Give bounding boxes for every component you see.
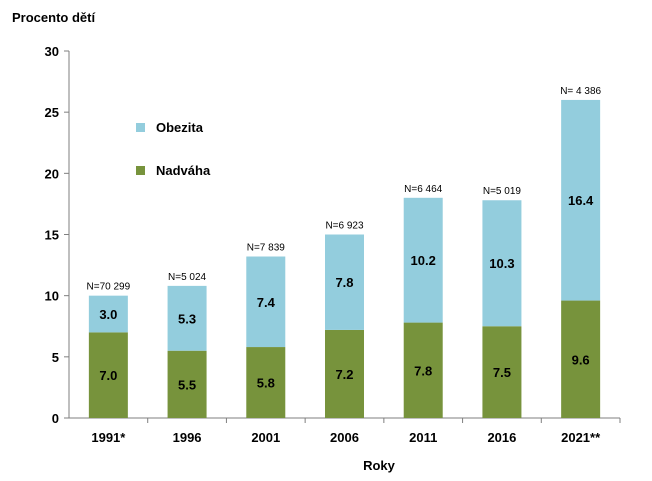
sample-size-label: N=5 019 <box>483 186 522 197</box>
data-label: 7.5 <box>493 365 511 380</box>
y-tick-label: 15 <box>45 228 59 243</box>
legend-label-nadvaha: Nadváha <box>156 163 211 178</box>
bar-nadvaha <box>482 326 522 418</box>
bar-nadvaha <box>88 332 128 418</box>
bar-nadvaha <box>403 322 443 418</box>
sample-size-label: N=5 024 <box>168 272 207 283</box>
x-tick-label: 1991* <box>91 430 126 445</box>
legend-swatch-obezita <box>136 123 145 132</box>
bar-nadvaha <box>167 350 207 418</box>
bar-obezita <box>246 256 286 348</box>
x-tick-label: 1996 <box>173 430 202 445</box>
x-tick-label: 2016 <box>487 430 516 445</box>
data-label: 3.0 <box>99 307 117 322</box>
y-tick-label: 10 <box>45 289 59 304</box>
y-tick-label: 30 <box>45 44 59 59</box>
bar-obezita <box>482 200 522 327</box>
x-tick-label: 2006 <box>330 430 359 445</box>
bar-nadvaha <box>325 329 364 418</box>
sample-size-label: N=70 299 <box>87 282 131 293</box>
bar-obezita <box>325 234 364 330</box>
data-label: 9.6 <box>572 352 590 367</box>
x-tick-label: 2001 <box>251 430 280 445</box>
sample-size-label: N=7 839 <box>247 243 286 254</box>
legend-swatch-nadvaha <box>136 166 145 175</box>
sample-size-label: N=6 923 <box>325 221 364 232</box>
data-label: 7.4 <box>257 295 276 310</box>
bar-obezita <box>88 295 128 333</box>
data-label: 5.8 <box>257 376 275 391</box>
data-label: 7.8 <box>335 275 353 290</box>
data-label: 7.0 <box>99 368 117 383</box>
bar-nadvaha <box>246 347 286 418</box>
bar-nadvaha <box>561 300 601 418</box>
bar-obezita <box>167 285 207 351</box>
y-axis-title: Procento dětí <box>12 10 95 25</box>
data-label: 10.3 <box>489 256 514 271</box>
y-tick-label: 0 <box>52 411 59 426</box>
data-label: 10.2 <box>411 253 436 268</box>
data-label: 16.4 <box>568 193 594 208</box>
x-tick-label: 2021** <box>561 430 601 445</box>
plot-area: 0 5 10 15 20 25 30 7.0 3.0 N=70 299 1991* 5.5 5.3 N=5… <box>45 44 621 445</box>
data-label: 5.3 <box>178 311 196 326</box>
legend: Obezita Nadváha <box>136 120 211 178</box>
data-label: 7.2 <box>335 367 353 382</box>
data-label: 5.5 <box>178 377 196 392</box>
x-axis-title: Roky <box>363 458 396 473</box>
y-tick-label: 5 <box>52 350 59 365</box>
sample-size-label: N= 4 386 <box>560 86 601 97</box>
sample-size-label: N=6 464 <box>404 184 443 195</box>
bar-obezita <box>403 197 443 323</box>
x-tick-label: 2011 <box>409 430 437 445</box>
y-tick-label: 20 <box>45 166 59 181</box>
bar-obezita <box>561 99 601 301</box>
legend-label-obezita: Obezita <box>156 120 204 135</box>
data-label: 7.8 <box>414 363 432 378</box>
y-tick-label: 25 <box>45 105 59 120</box>
